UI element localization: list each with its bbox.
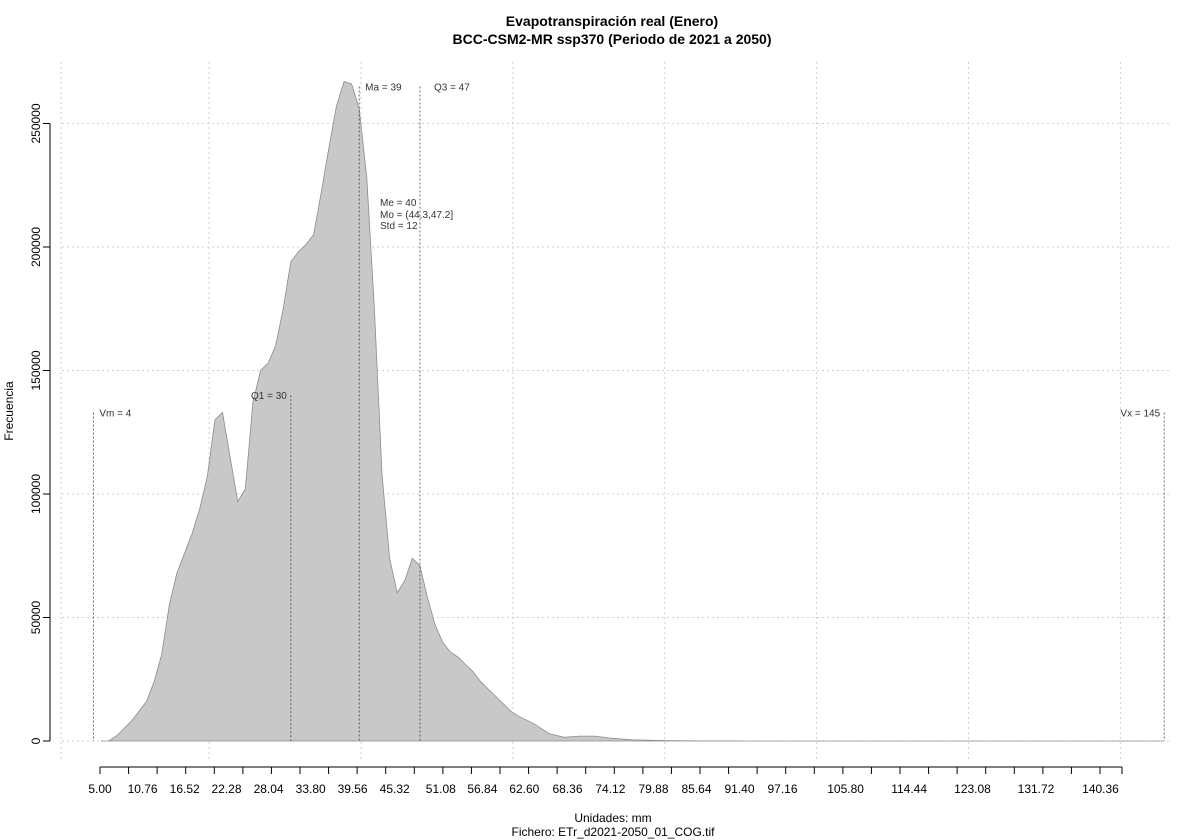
x-tick-label: 45.32 [380, 782, 410, 796]
annotations: Vm = 4 Q1 = 30 Ma = 39 Q3 = 47 Vx = 145 [92, 82, 1165, 741]
y-tick-label: 100000 [29, 474, 43, 514]
x-tick-label: 97.16 [767, 782, 797, 796]
stat-median: Me = 40 [380, 198, 417, 209]
x-tick-label: 131.72 [1018, 782, 1055, 796]
file-caption: Fichero: ETr_d2021-2050_01_COG.tif [512, 825, 716, 839]
y-tick-label: 0 [29, 737, 43, 744]
x-tick-label: 79.88 [638, 782, 668, 796]
x-tick-label: 74.12 [595, 782, 625, 796]
marker-label-vm: Vm = 4 [99, 408, 131, 419]
x-tick-label: 68.36 [552, 782, 582, 796]
x-tick-label: 22.28 [211, 782, 241, 796]
x-tick-label: 16.52 [170, 782, 200, 796]
marker-label-q3: Q3 = 47 [434, 82, 470, 93]
y-tick-label: 250000 [29, 103, 43, 143]
stat-mode: Mo = (44.3,47.2] [380, 210, 453, 221]
marker-label-q1: Q1 = 30 [251, 391, 287, 402]
stats-box: Me = 40 Mo = (44.3,47.2] Std = 12 [380, 198, 453, 232]
frequency-area [100, 80, 1165, 742]
y-tick-label: 150000 [29, 350, 43, 390]
x-tick-label: 62.60 [509, 782, 539, 796]
y-axis-label: Frecuencia [2, 381, 16, 441]
y-tick-label: 50000 [29, 600, 43, 634]
x-tick-label: 140.36 [1082, 782, 1119, 796]
x-tick-label: 114.44 [891, 782, 927, 796]
y-tick-label: 200000 [29, 227, 43, 267]
axes: 0 50000 100000 150000 200000 250000 5.00 10.76 1… [29, 103, 1123, 796]
x-tick-label: 56.84 [467, 782, 497, 796]
x-axis-label: Unidades: mm [574, 811, 651, 825]
marker-label-ma: Ma = 39 [365, 82, 402, 93]
x-tick-label: 10.76 [128, 782, 158, 796]
x-tick-label: 123.08 [954, 782, 991, 796]
x-tick-label: 105.80 [827, 782, 864, 796]
x-tick-label: 85.64 [681, 782, 711, 796]
x-tick-label: 5.00 [88, 782, 112, 796]
chart-subtitle: BCC-CSM2-MR ssp370 (Periodo de 2021 a 20… [453, 31, 772, 47]
x-tick-label: 39.56 [338, 782, 368, 796]
stat-std: Std = 12 [380, 221, 418, 232]
x-tick-label: 91.40 [724, 782, 754, 796]
x-tick-label: 33.80 [296, 782, 326, 796]
marker-label-vx: Vx = 145 [1120, 408, 1160, 419]
chart-title: Evapotranspiración real (Enero) [506, 13, 718, 29]
x-tick-label: 51.08 [426, 782, 456, 796]
x-tick-label: 28.04 [254, 782, 284, 796]
